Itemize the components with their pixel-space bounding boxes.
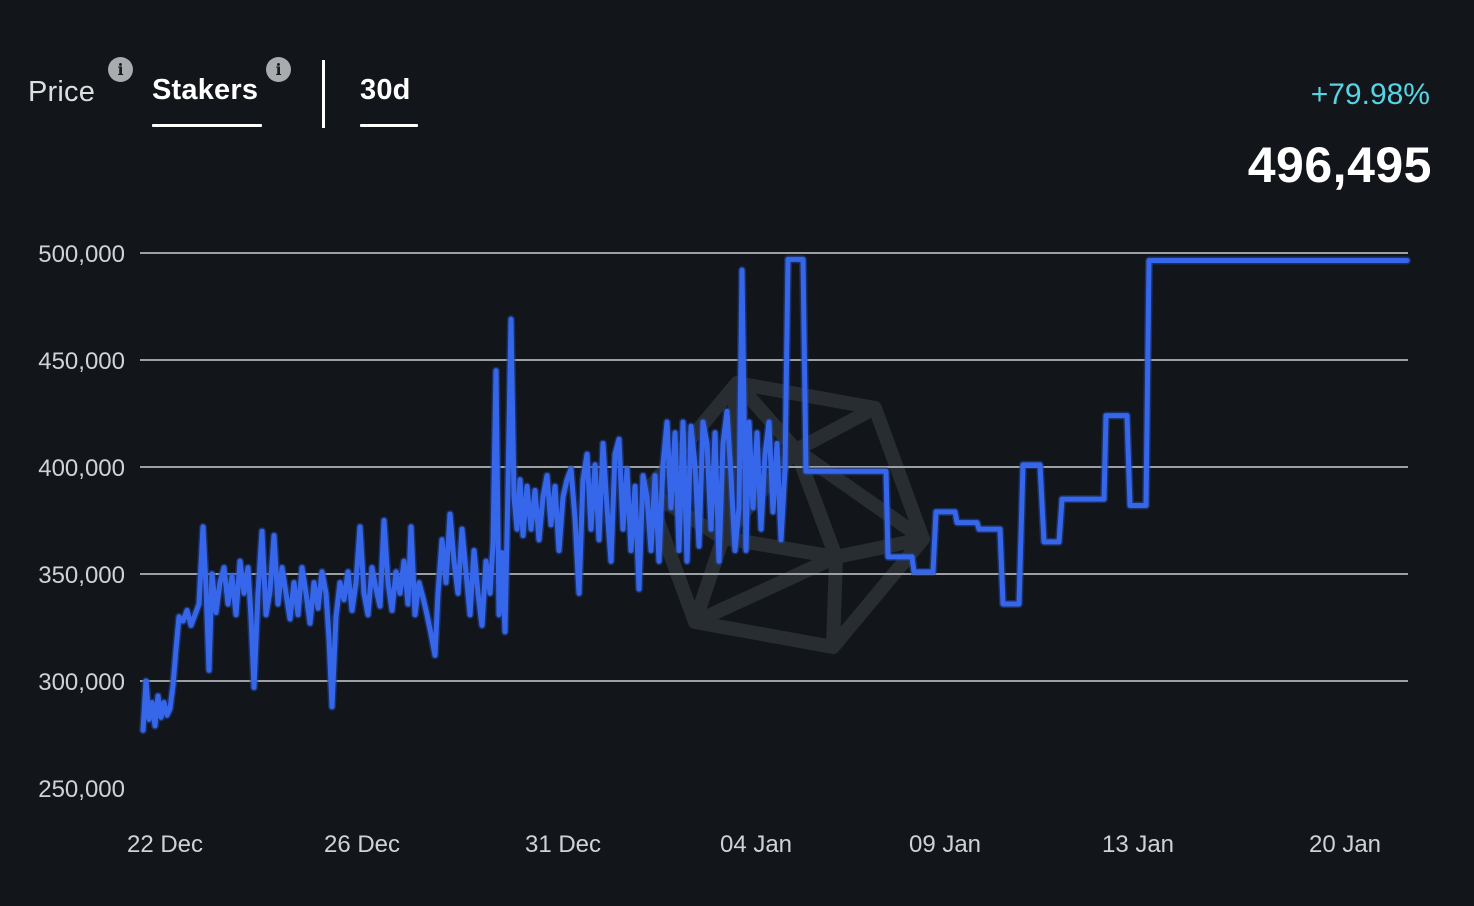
x-axis-label: 04 Jan bbox=[720, 831, 792, 858]
x-axis-label: 26 Dec bbox=[324, 831, 400, 858]
axis-label-layer: 500,000 450,000 400,000 350,000 300,000 250,0… bbox=[38, 241, 1381, 858]
x-axis-label: 09 Jan bbox=[909, 831, 981, 858]
stakers-line-series bbox=[140, 256, 1410, 733]
tab-price[interactable]: Price bbox=[28, 76, 96, 108]
period-active-underline bbox=[360, 124, 418, 127]
y-axis-label: 250,000 bbox=[38, 776, 125, 803]
x-axis-label: 31 Dec bbox=[525, 831, 601, 858]
x-axis-label: 20 Jan bbox=[1309, 831, 1381, 858]
stakers-info-icon[interactable]: i bbox=[266, 57, 291, 82]
x-axis-label: 22 Dec bbox=[127, 831, 203, 858]
y-axis-label: 300,000 bbox=[38, 669, 125, 696]
y-axis-label: 500,000 bbox=[38, 241, 125, 268]
headline-stakers-value: 496,495 bbox=[1247, 137, 1432, 193]
price-info-icon[interactable]: i bbox=[108, 57, 133, 82]
tab-stakers[interactable]: Stakers bbox=[152, 74, 259, 106]
period-selector-30d[interactable]: 30d bbox=[360, 74, 411, 106]
y-axis-label: 400,000 bbox=[38, 455, 125, 482]
stakers-active-underline bbox=[152, 124, 262, 127]
change-percent: +79.98% bbox=[1310, 78, 1430, 111]
y-axis-label: 350,000 bbox=[38, 562, 125, 589]
y-axis-label: 450,000 bbox=[38, 348, 125, 375]
series-layer bbox=[139, 255, 1411, 735]
x-axis-label: 13 Jan bbox=[1102, 831, 1174, 858]
header-divider bbox=[322, 60, 325, 128]
